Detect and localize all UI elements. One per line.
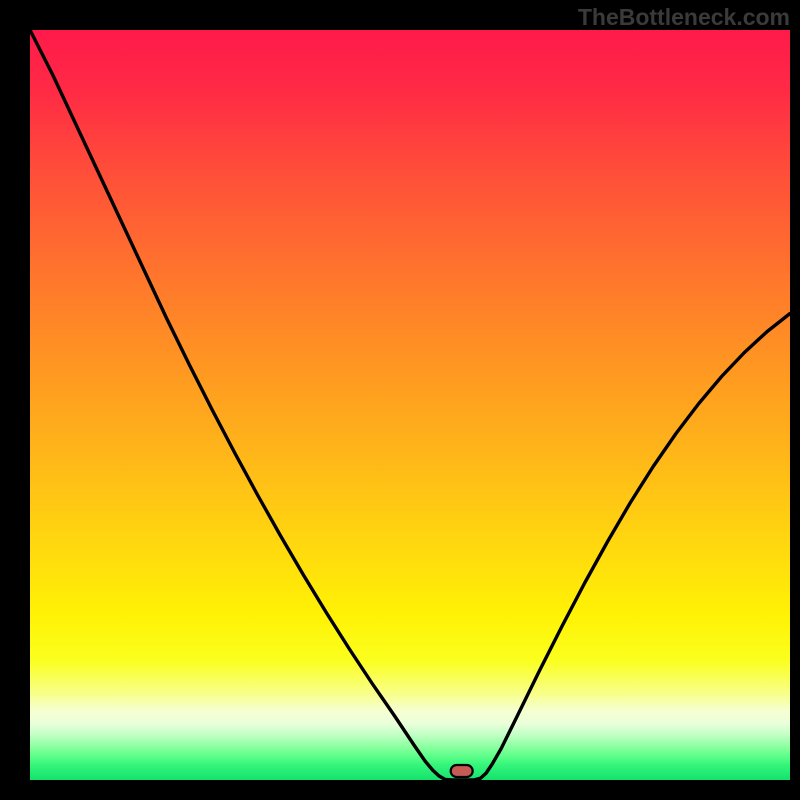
watermark-text: TheBottleneck.com <box>578 4 790 31</box>
curve-layer <box>30 30 790 780</box>
plot-area <box>30 30 790 780</box>
chart-container: TheBottleneck.com <box>0 0 800 800</box>
notch-marker <box>451 765 473 777</box>
bottleneck-curve <box>30 30 790 780</box>
